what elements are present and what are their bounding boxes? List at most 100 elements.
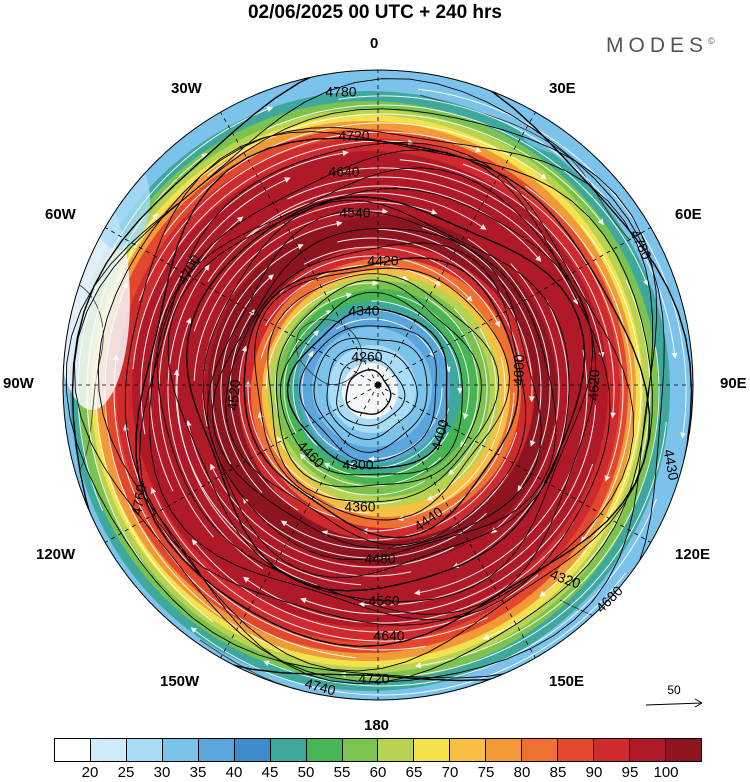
height-contour — [345, 368, 392, 415]
streamline — [265, 280, 379, 389]
height-contour — [185, 196, 586, 592]
lon-label-120e: 120E — [675, 546, 711, 563]
contour-label: 4760 — [128, 483, 149, 517]
lon-label-0: 0 — [370, 35, 379, 52]
streamline — [303, 246, 500, 328]
streamline — [467, 238, 551, 492]
streamline — [173, 369, 362, 586]
streamline — [257, 411, 401, 505]
height-contour — [299, 325, 437, 463]
lon-label-150w: 150W — [160, 673, 200, 690]
reference-vector: 50 — [644, 683, 714, 723]
streamline — [158, 216, 244, 538]
colorbar-tick-label: 100 — [653, 764, 679, 781]
streamline — [280, 473, 509, 550]
streamline — [321, 432, 518, 541]
colorbar-cell — [270, 739, 307, 761]
streamline — [245, 185, 542, 263]
colorbar-tick-label: 80 — [513, 764, 531, 781]
fill-band — [342, 363, 398, 419]
contour-label: 4640 — [328, 164, 359, 180]
streamline — [452, 300, 569, 568]
streamline — [279, 255, 473, 302]
reference-vector-label: 50 — [667, 683, 681, 697]
streamline — [358, 405, 596, 608]
streamline — [339, 421, 667, 678]
colorbar-tick-label: 30 — [153, 764, 171, 781]
contour-label: 4520 — [224, 378, 243, 411]
streamline — [338, 95, 678, 359]
colorbar-cell — [198, 739, 235, 761]
streamline — [397, 356, 506, 522]
lon-label-30e: 30E — [549, 80, 576, 97]
fill-patch — [90, 150, 150, 250]
lon-label-120w: 120W — [36, 546, 76, 563]
contour-label: 4740 — [303, 675, 337, 699]
colorbar-tick-label: 40 — [225, 764, 243, 781]
streamline — [399, 159, 616, 419]
brand-logo: MODES© — [606, 34, 715, 57]
streamline — [525, 185, 633, 543]
contour-label: 4600 — [510, 354, 527, 386]
streamline — [149, 177, 291, 492]
streamline — [463, 163, 624, 482]
streamline — [167, 264, 264, 570]
colorbar-cell — [522, 739, 559, 761]
colorbar-tick-label: 45 — [261, 764, 279, 781]
streamline — [77, 106, 274, 511]
contour-label: 4480 — [364, 551, 395, 567]
lon-label-60e: 60E — [675, 206, 702, 223]
height-contour — [167, 188, 594, 602]
contour-label: 4420 — [367, 253, 398, 269]
lon-label-30w: 30W — [171, 80, 202, 97]
map-boundary — [62, 69, 694, 701]
height-contour — [254, 267, 510, 521]
height-contour — [139, 142, 634, 626]
streamline — [414, 347, 660, 669]
colorbar-tick-label: 90 — [585, 764, 603, 781]
colorbar-cell — [450, 739, 487, 761]
geopotential-contours — [65, 70, 693, 685]
colorbar-cell — [630, 739, 666, 761]
streamline — [193, 208, 389, 381]
contour-label: 4720 — [338, 128, 369, 144]
streamline — [539, 225, 642, 597]
streamline — [292, 330, 320, 446]
height-contour — [207, 210, 557, 561]
streamline — [220, 274, 274, 493]
streamline — [95, 213, 214, 623]
height-contour — [336, 358, 406, 427]
streamline — [491, 263, 560, 534]
streamline — [112, 354, 356, 659]
streamline — [368, 387, 443, 463]
streamline — [190, 572, 626, 696]
contour-label: 4360 — [344, 499, 375, 515]
streamline — [274, 292, 353, 415]
streamline — [244, 380, 371, 514]
streamline — [339, 167, 605, 359]
streamline — [283, 310, 333, 434]
height-contour — [97, 127, 654, 685]
height-contour — [243, 257, 520, 539]
colorbar-cell — [486, 739, 523, 761]
streamline — [371, 300, 464, 394]
streamline — [414, 350, 588, 596]
height-contour — [225, 242, 527, 546]
colorbar-tick-label: 85 — [549, 764, 567, 781]
colorbar-cell — [306, 739, 343, 761]
contour-label: 4340 — [348, 303, 379, 319]
height-contour — [279, 291, 463, 476]
lon-label-90e: 90E — [720, 375, 747, 392]
streamline — [210, 463, 455, 568]
height-contour — [202, 199, 570, 578]
streamline — [163, 122, 547, 236]
contour-label: 4780 — [325, 84, 356, 100]
colorbar-tick-label: 20 — [81, 764, 99, 781]
colorbar-cell — [378, 739, 415, 761]
lon-label-60w: 60W — [45, 206, 76, 223]
north-pole-marker — [375, 382, 381, 388]
colorbar-tick-label: 50 — [297, 764, 315, 781]
contour-label: 4540 — [339, 205, 370, 221]
streamline — [138, 131, 482, 302]
